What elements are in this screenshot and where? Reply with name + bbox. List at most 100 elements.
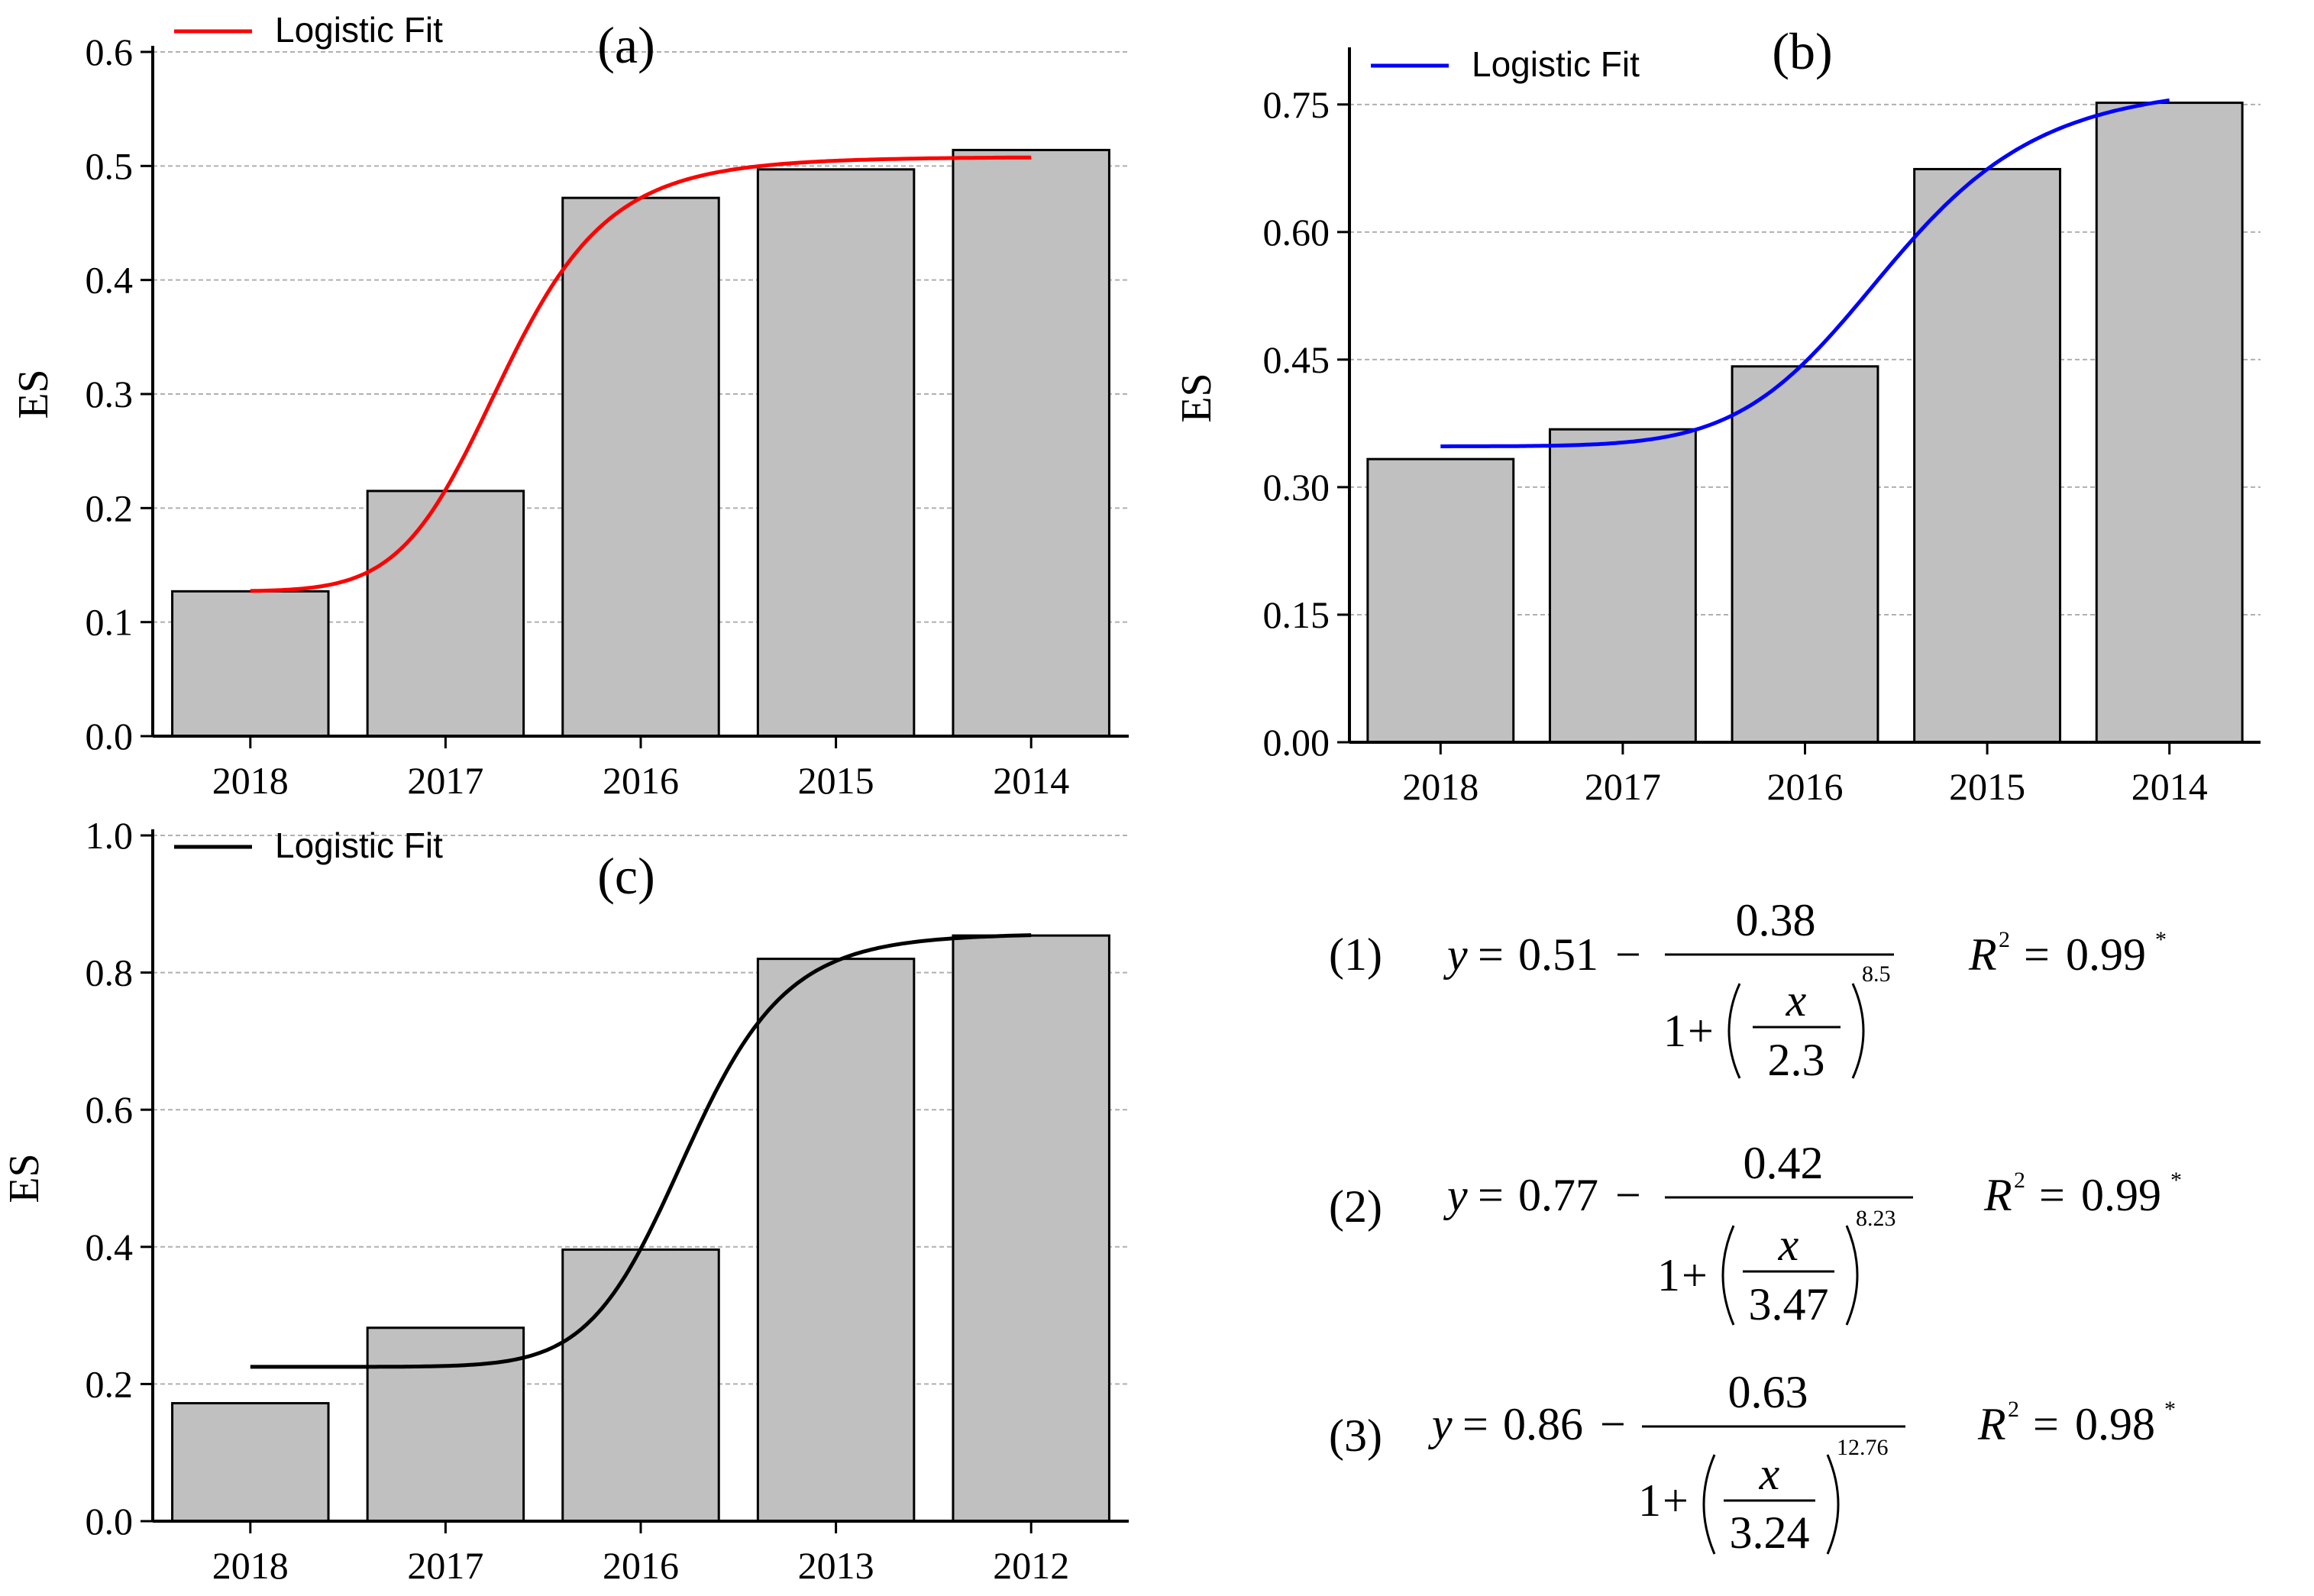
equals-sign: = — [1462, 1399, 1488, 1449]
y-axis-title: ES — [1, 1153, 48, 1203]
y-tick-label: 1.0 — [86, 814, 134, 857]
bar-2016 — [563, 1249, 719, 1521]
y-tick-label: 0.8 — [86, 951, 134, 994]
y-tick-label: 0.0 — [86, 715, 134, 758]
equation-numerator: 0.38 — [1736, 895, 1816, 945]
legend-label: Logistic Fit — [1472, 44, 1640, 84]
bar-2017 — [1550, 429, 1695, 742]
equation-x: x — [1778, 1220, 1799, 1270]
x-tick-label: 2015 — [798, 759, 874, 802]
y-tick-label: 0.5 — [86, 144, 134, 187]
r2-exponent: 2 — [1999, 927, 2010, 952]
equation-one: 1 — [1663, 1006, 1686, 1056]
y-tick-label: 0.2 — [86, 1362, 134, 1405]
x-tick-label: 2017 — [407, 1544, 483, 1587]
equation-intercept: 0.77 — [1518, 1170, 1598, 1220]
plus-sign: + — [1663, 1475, 1689, 1526]
equals-sign: = — [1478, 1170, 1504, 1220]
r2-value: 0.99 — [2066, 929, 2146, 980]
minus-sign: − — [1615, 1170, 1641, 1220]
bar-2014 — [953, 150, 1109, 736]
equations: (1) y = 0.51 − 0.38 1 + x 2.3 8.5 R 2 = … — [1329, 895, 2182, 1558]
equation-exponent: 12.76 — [1837, 1435, 1889, 1460]
bar-2017 — [367, 1328, 523, 1521]
y-tick-label: 0.1 — [86, 601, 134, 644]
x-tick-label: 2017 — [407, 759, 483, 802]
bar-2018 — [1368, 459, 1514, 742]
equation-one: 1 — [1638, 1475, 1661, 1526]
r2-exponent: 2 — [2008, 1397, 2019, 1422]
y-tick-label: 0.15 — [1263, 593, 1330, 636]
bar-2018 — [173, 591, 328, 736]
bar-2012 — [953, 935, 1109, 1521]
equation-3: (3) y = 0.86 − 0.63 1 + x 3.24 12.76 R 2… — [1329, 1367, 2176, 1558]
significance-star: * — [2155, 927, 2167, 952]
equation-2: (2) y = 0.77 − 0.42 1 + x 3.47 8.23 R 2 … — [1329, 1138, 2182, 1329]
x-tick-label: 2012 — [993, 1544, 1069, 1587]
r2-value: 0.98 — [2075, 1399, 2155, 1449]
r2-exponent: 2 — [2014, 1168, 2025, 1193]
y-tick-label: 0.60 — [1263, 211, 1330, 254]
x-tick-label: 2014 — [2131, 765, 2208, 808]
bar-2013 — [758, 959, 913, 1521]
r2-symbol: R — [1968, 929, 1997, 980]
bar-2015 — [1915, 169, 2060, 742]
panel-label: (c) — [597, 847, 654, 905]
equation-y: y — [1427, 1399, 1453, 1449]
y-tick-label: 0.3 — [86, 373, 134, 415]
equation-y: y — [1443, 1170, 1468, 1220]
y-tick-label: 0.45 — [1263, 338, 1330, 381]
equation-intercept: 0.86 — [1503, 1399, 1583, 1449]
y-tick-label: 0.75 — [1263, 83, 1330, 126]
significance-star: * — [2164, 1397, 2176, 1422]
significance-star: * — [2170, 1168, 2182, 1193]
y-tick-label: 0.0 — [86, 1500, 134, 1543]
bar-2017 — [367, 491, 523, 736]
plus-sign: + — [1682, 1250, 1708, 1300]
x-tick-label: 2018 — [1402, 765, 1479, 808]
x-tick-label: 2013 — [798, 1544, 874, 1587]
equation-x: x — [1759, 1449, 1780, 1499]
equation-numerator: 0.42 — [1744, 1138, 1824, 1188]
left-paren — [1704, 1455, 1714, 1554]
left-paren — [1723, 1226, 1734, 1325]
equation-number: (3) — [1329, 1410, 1382, 1461]
x-tick-label: 2016 — [603, 1544, 679, 1587]
right-paren — [1853, 984, 1863, 1078]
equals-sign: = — [2033, 1399, 2059, 1449]
equation-exponent: 8.5 — [1862, 961, 1891, 987]
equation-denominator: 3.47 — [1749, 1279, 1829, 1329]
legend-label: Logistic Fit — [275, 825, 443, 865]
bar-2014 — [2096, 103, 2242, 742]
x-tick-label: 2018 — [212, 759, 289, 802]
equation-exponent: 8.23 — [1856, 1206, 1896, 1231]
equation-denominator: 3.24 — [1730, 1507, 1810, 1558]
equals-sign: = — [1478, 929, 1504, 980]
x-tick-label: 2016 — [1767, 765, 1844, 808]
panel-label: (a) — [597, 16, 654, 74]
equation-number: (1) — [1329, 929, 1382, 980]
r2-value: 0.99 — [2081, 1170, 2161, 1220]
bar-2015 — [758, 170, 913, 736]
bar-2018 — [173, 1404, 328, 1521]
x-tick-label: 2018 — [212, 1544, 289, 1587]
y-tick-label: 0.2 — [86, 486, 134, 529]
minus-sign: − — [1615, 929, 1641, 980]
x-tick-label: 2017 — [1585, 765, 1661, 808]
y-tick-label: 0.6 — [86, 31, 134, 73]
y-tick-label: 0.00 — [1263, 721, 1330, 764]
x-tick-label: 2016 — [603, 759, 679, 802]
equation-number: (2) — [1329, 1181, 1382, 1232]
equation-intercept: 0.51 — [1518, 929, 1598, 980]
y-tick-label: 0.6 — [86, 1088, 134, 1131]
y-tick-label: 0.30 — [1263, 466, 1330, 509]
panel-c: 0.0 0.2 0.4 0.6 0.8 1.0 2018 2017 2016 2013 2012 ES… — [1, 814, 1129, 1587]
panel-a: 0.0 0.1 0.2 0.3 0.4 0.5 0.6 2018 2017 2016 2015 201… — [10, 10, 1129, 802]
minus-sign: − — [1600, 1399, 1626, 1449]
y-tick-label: 0.4 — [86, 259, 134, 302]
y-axis-title: ES — [10, 369, 57, 418]
equals-sign: = — [2024, 929, 2050, 980]
equation-y: y — [1443, 929, 1468, 980]
right-paren — [1828, 1455, 1838, 1554]
r2-symbol: R — [1983, 1170, 2012, 1220]
